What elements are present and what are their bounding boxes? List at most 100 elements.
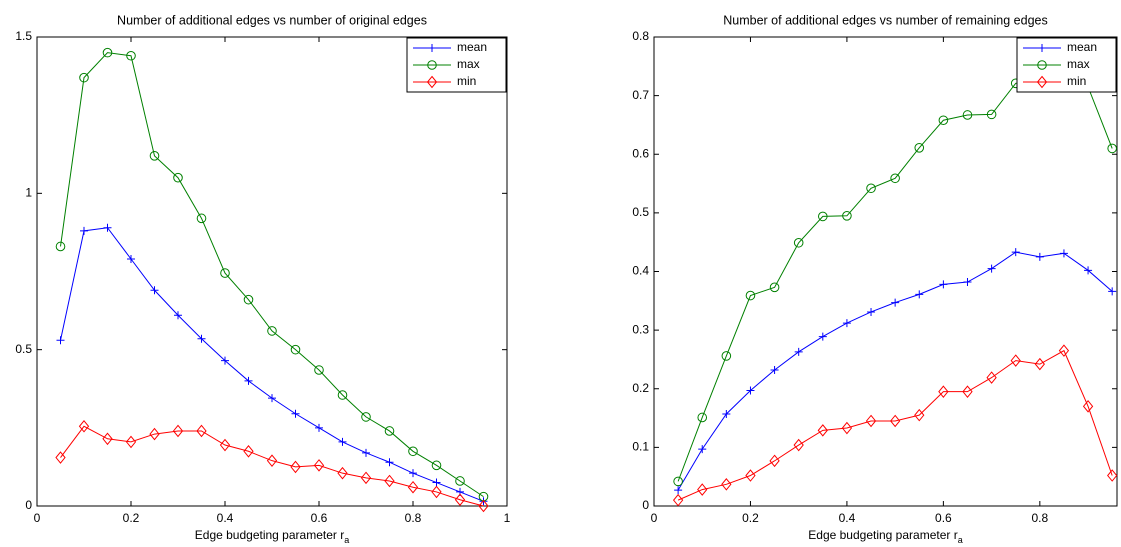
marker	[78, 419, 90, 433]
marker	[102, 47, 113, 58]
legend-label: min	[1067, 74, 1086, 88]
marker	[891, 298, 900, 307]
marker	[150, 286, 159, 295]
marker	[428, 44, 436, 52]
marker	[817, 424, 828, 437]
marker	[1082, 400, 1094, 413]
marker	[149, 151, 160, 161]
marker	[244, 376, 253, 385]
marker	[408, 446, 418, 457]
marker	[291, 409, 300, 418]
marker	[722, 409, 731, 418]
marker	[126, 50, 136, 61]
y-tick-label: 0.3	[632, 322, 649, 336]
y-tick-label: 0	[25, 498, 32, 512]
marker	[80, 226, 88, 235]
marker	[268, 394, 276, 403]
marker	[1084, 266, 1093, 275]
marker	[385, 458, 394, 467]
marker	[196, 213, 207, 224]
x-axis-label: Edge budgeting parameter ra	[195, 528, 349, 545]
marker	[697, 483, 708, 496]
x-tick-label: 1	[504, 511, 511, 525]
x-tick-label: 0.4	[839, 511, 856, 525]
series-line	[60, 52, 484, 498]
marker	[290, 460, 301, 474]
series-line	[677, 349, 1113, 501]
marker	[986, 109, 997, 120]
legend-label: mean	[457, 40, 487, 54]
legend: mean max min	[406, 37, 507, 93]
marker	[963, 278, 972, 287]
y-tick-label: 1.5	[15, 29, 32, 43]
legend-label: min	[457, 74, 476, 88]
marker	[149, 427, 160, 441]
x-axis-label: Edge budgeting parameter ra	[808, 528, 962, 545]
marker	[721, 478, 732, 491]
marker	[1038, 44, 1046, 52]
marker	[55, 451, 66, 464]
x-axis-label-text: Edge budgeting parameter r	[195, 528, 344, 542]
marker	[1107, 469, 1118, 482]
x-tick-label: 0.8	[1031, 511, 1048, 525]
y-tick-label: 0.5	[632, 205, 649, 219]
marker	[745, 469, 756, 482]
marker	[313, 459, 325, 472]
marker	[962, 110, 973, 120]
marker	[174, 311, 182, 320]
marker	[56, 336, 65, 345]
marker	[337, 390, 348, 400]
marker	[914, 143, 925, 153]
marker	[360, 471, 372, 485]
marker	[938, 385, 949, 398]
y-tick-label: 1	[25, 186, 32, 200]
marker	[793, 237, 804, 248]
marker	[1059, 249, 1068, 258]
x-tick-label: 0.2	[742, 511, 759, 525]
x-tick-label: 0.6	[311, 511, 328, 525]
marker	[1010, 354, 1021, 367]
marker	[431, 485, 442, 499]
marker	[127, 254, 135, 263]
marker	[431, 460, 442, 471]
plot-area	[36, 36, 508, 507]
y-tick-label: 0.1	[632, 440, 649, 454]
marker	[361, 412, 371, 422]
marker	[674, 486, 683, 495]
marker	[384, 426, 395, 436]
marker	[125, 435, 137, 449]
marker	[865, 414, 877, 428]
marker	[697, 412, 708, 423]
chart-title: Number of additional edges vs number of …	[723, 13, 1048, 27]
y-tick-label: 0.5	[15, 342, 32, 356]
marker	[362, 448, 370, 457]
marker	[794, 347, 803, 356]
marker	[432, 478, 441, 487]
x-tick-label: 0.2	[123, 511, 140, 525]
marker	[478, 499, 489, 513]
marker	[842, 211, 852, 221]
y-tick-label: 0	[642, 498, 649, 512]
marker	[915, 290, 924, 299]
marker	[315, 423, 323, 432]
marker	[746, 386, 755, 395]
marker	[102, 432, 113, 446]
marker	[818, 211, 828, 222]
marker	[721, 351, 732, 361]
marker	[938, 115, 949, 126]
legend: mean max min	[1016, 37, 1117, 93]
marker	[314, 365, 324, 375]
legend-label: max	[457, 57, 480, 71]
marker	[673, 476, 683, 487]
marker	[267, 326, 277, 336]
y-tick-label: 0.2	[632, 381, 649, 395]
marker	[842, 319, 851, 328]
legend-label: max	[1067, 57, 1090, 71]
marker	[196, 424, 207, 438]
y-tick-label: 0.8	[632, 29, 649, 43]
marker	[455, 476, 465, 486]
x-tick-label: 0	[34, 511, 41, 525]
x-axis-label-subscript: a	[958, 535, 963, 545]
marker	[769, 282, 780, 293]
